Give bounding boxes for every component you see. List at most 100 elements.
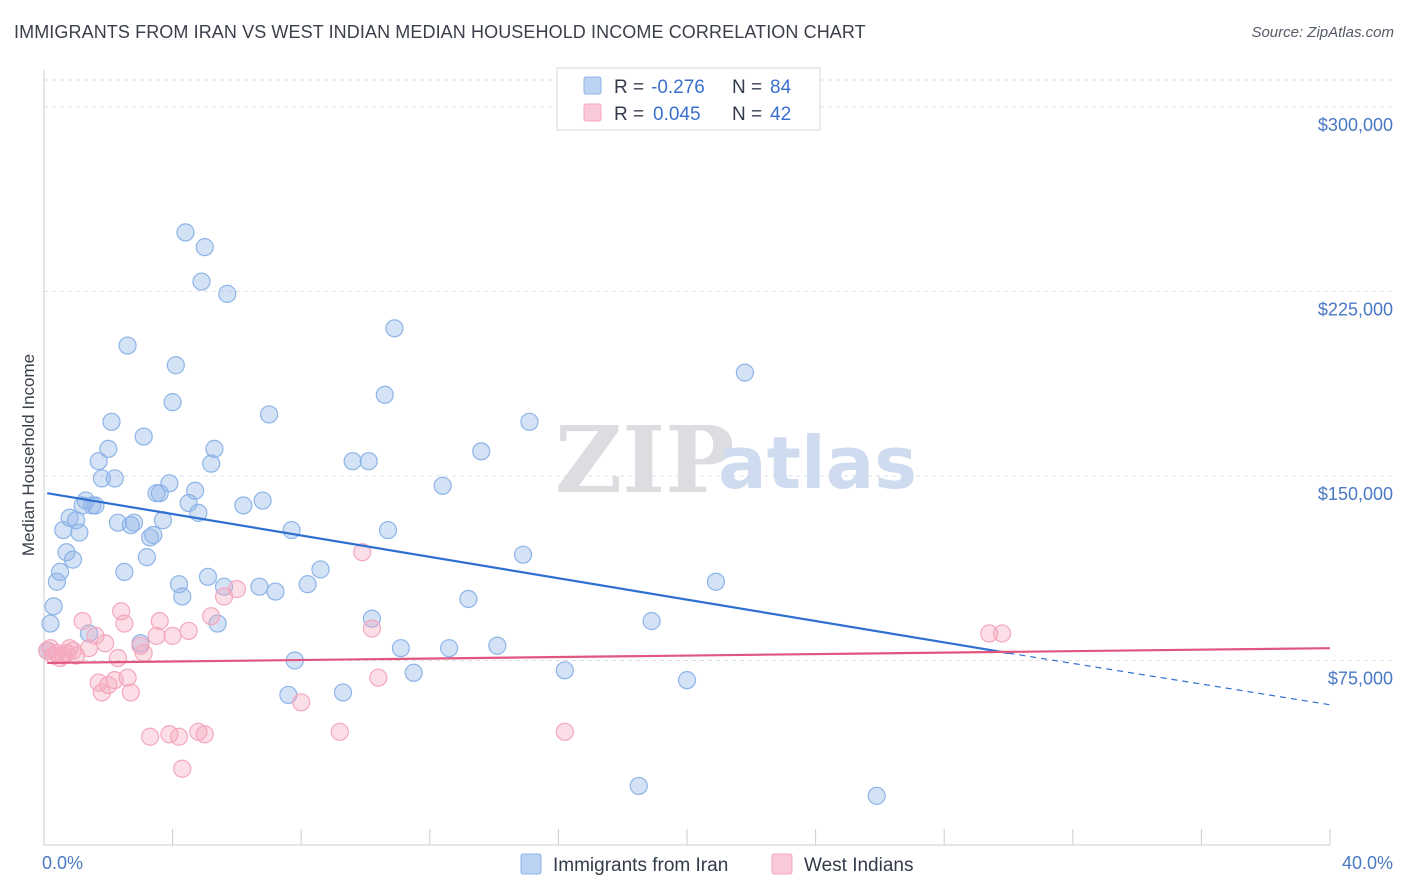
- legend-r-label-2: R =: [614, 104, 644, 125]
- point-s0-22: [118, 336, 137, 355]
- legend-n-label-2: N =: [732, 104, 762, 125]
- point-s1-43: [555, 722, 574, 741]
- point-s0-59: [311, 560, 330, 579]
- point-s1-15: [95, 634, 115, 653]
- series-0-points: [38, 223, 886, 805]
- x-tick-labels: 0.0% 40.0%: [42, 853, 1393, 873]
- point-s0-63: [362, 609, 382, 628]
- point-s1-37: [227, 580, 246, 599]
- point-s0-53: [259, 405, 279, 424]
- point-s0-27: [137, 548, 156, 567]
- point-s0-81: [735, 363, 754, 382]
- point-s0-37: [173, 587, 192, 606]
- series-label-west-indian: West Indians: [804, 855, 913, 876]
- point-s0-34: [163, 393, 182, 412]
- trend-line-1: [47, 647, 1331, 665]
- point-s1-10: [73, 612, 92, 631]
- point-s0-73: [488, 636, 507, 655]
- legend-n-value-1: 84: [770, 77, 792, 98]
- point-s0-23: [121, 516, 140, 535]
- watermark-zip: ZIP: [555, 406, 734, 514]
- point-s0-54: [266, 582, 285, 601]
- legend-r-value-1: -0.276: [651, 77, 705, 98]
- point-s0-82: [867, 786, 886, 805]
- point-s0-70: [439, 639, 459, 658]
- point-s0-69: [433, 476, 452, 495]
- point-s1-42: [369, 668, 388, 687]
- watermark: ZIP atlas: [555, 406, 917, 514]
- point-s0-71: [459, 589, 478, 609]
- point-s0-79: [677, 671, 697, 690]
- point-s0-52: [253, 491, 272, 510]
- point-s0-68: [404, 663, 423, 682]
- point-s0-24: [124, 513, 144, 532]
- point-s1-41: [362, 619, 382, 638]
- legend-swatch-iran: [583, 76, 602, 95]
- trend-lines: [47, 492, 1331, 706]
- point-s0-16: [92, 469, 111, 488]
- point-s1-26: [147, 626, 166, 645]
- point-s1-45: [992, 624, 1012, 643]
- point-s0-65: [378, 520, 398, 540]
- point-s0-60: [333, 683, 353, 702]
- point-s1-32: [179, 621, 198, 641]
- point-s1-18: [108, 648, 128, 668]
- point-s0-19: [105, 469, 124, 488]
- data-points: [38, 223, 1012, 805]
- trend-line-0: [47, 492, 1009, 655]
- trend-extension-0: [1008, 652, 1331, 706]
- point-s0-67: [391, 639, 410, 658]
- point-s0-17: [99, 439, 118, 458]
- point-s0-44: [198, 567, 218, 586]
- point-s0-40: [186, 481, 205, 500]
- point-s1-40: [353, 543, 372, 562]
- point-s0-15: [89, 452, 108, 471]
- point-s0-61: [343, 452, 362, 471]
- point-s0-1: [44, 597, 63, 616]
- y-axis-label: Median Household Income: [19, 354, 38, 556]
- legend-swatch-west-indian: [583, 103, 602, 122]
- point-s1-5: [54, 646, 73, 665]
- point-s0-9: [70, 523, 89, 542]
- point-s0-42: [192, 272, 211, 291]
- correlation-legend: R = -0.276 N = 84 R = 0.045 N = 42: [556, 67, 821, 131]
- point-s1-27: [150, 612, 169, 631]
- point-s0-45: [202, 454, 221, 473]
- legend-n-value-2: 42: [770, 104, 791, 125]
- point-s0-66: [385, 319, 404, 338]
- point-s0-75: [520, 412, 539, 431]
- series-legend: Immigrants from Iran West Indians: [520, 853, 913, 876]
- axes: [43, 70, 1331, 846]
- point-s1-30: [169, 727, 189, 746]
- point-s0-29: [144, 525, 163, 545]
- point-s0-47: [208, 614, 227, 633]
- y-tick-label-0: $75,000: [1328, 668, 1393, 688]
- point-s1-31: [173, 759, 192, 778]
- point-s1-12: [86, 626, 105, 645]
- point-s0-18: [102, 412, 121, 431]
- point-s0-21: [115, 562, 134, 582]
- point-s1-25: [140, 727, 160, 746]
- point-s0-35: [166, 356, 185, 375]
- point-s0-76: [555, 661, 574, 680]
- chart-title: IMMIGRANTS FROM IRAN VS WEST INDIAN MEDI…: [14, 22, 866, 42]
- series-swatch-iran: [520, 853, 542, 875]
- point-s0-46: [205, 439, 224, 458]
- series-label-iran: Immigrants from Iran: [553, 855, 728, 876]
- point-s0-72: [472, 442, 491, 461]
- point-s1-38: [292, 693, 311, 712]
- point-s0-78: [642, 612, 661, 631]
- point-s0-49: [218, 284, 237, 303]
- series-swatch-west-indian: [771, 853, 793, 875]
- point-s0-26: [134, 427, 153, 446]
- point-s1-35: [202, 607, 221, 626]
- y-tick-label-3: $300,000: [1318, 115, 1393, 135]
- point-s0-38: [176, 223, 195, 242]
- x-tick-label-0: 0.0%: [42, 853, 83, 873]
- point-s0-5: [57, 543, 76, 562]
- watermark-atlas: atlas: [718, 421, 917, 505]
- point-s1-39: [330, 722, 349, 741]
- point-s0-3: [50, 562, 70, 582]
- point-s1-34: [195, 725, 214, 744]
